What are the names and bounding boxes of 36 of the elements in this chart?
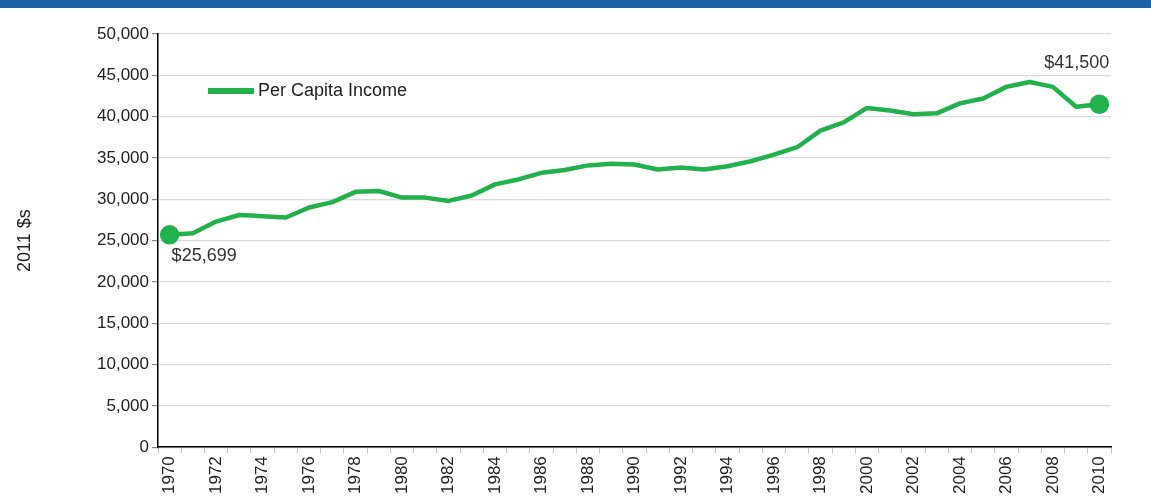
- x-tick-label: 1980: [391, 456, 411, 495]
- y-tick-label: 25,000: [97, 230, 149, 250]
- x-tick-label: 1976: [298, 456, 318, 495]
- x-tick-label: 1970: [159, 456, 179, 495]
- x-tick-label: 1988: [577, 456, 597, 495]
- x-tick-label: 2004: [949, 456, 969, 495]
- x-tick-label: 1990: [624, 456, 644, 495]
- x-tick-label: 1984: [484, 456, 504, 495]
- y-tick-label: 45,000: [97, 65, 149, 85]
- x-tick-label: 1978: [345, 456, 365, 495]
- legend-label: Per Capita Income: [258, 79, 408, 100]
- x-tick-label: 1996: [763, 456, 783, 495]
- x-tick-label: 1974: [252, 456, 272, 495]
- y-tick-label: 40,000: [97, 106, 149, 126]
- x-tick-label: 1994: [717, 456, 737, 495]
- x-tick-label: 1998: [810, 456, 830, 495]
- y-axis-title: 2011 $s: [13, 209, 34, 272]
- y-tick-label: 15,000: [97, 312, 149, 332]
- x-tick-label: 1982: [438, 456, 458, 495]
- y-tick-label: 10,000: [97, 354, 149, 374]
- data-label: $41,500: [1044, 52, 1110, 73]
- x-tick-label: 1986: [531, 456, 551, 495]
- x-tick-label: 2008: [1042, 456, 1062, 495]
- y-tick-label: 5,000: [106, 395, 149, 415]
- y-tick-label: 30,000: [97, 188, 149, 208]
- x-tick-label: 1992: [670, 456, 690, 495]
- data-label: $25,699: [171, 244, 237, 265]
- y-tick-label: 50,000: [97, 23, 149, 43]
- x-tick-label: 1972: [205, 456, 225, 495]
- x-tick-label: 2010: [1089, 456, 1109, 495]
- x-tick-label: 2000: [856, 456, 876, 495]
- x-tick-label: 2002: [903, 456, 923, 495]
- y-tick-label: 20,000: [97, 271, 149, 291]
- y-tick-label: 0: [139, 436, 149, 456]
- x-tick-label: 2006: [996, 456, 1016, 495]
- y-tick-label: 35,000: [97, 147, 149, 167]
